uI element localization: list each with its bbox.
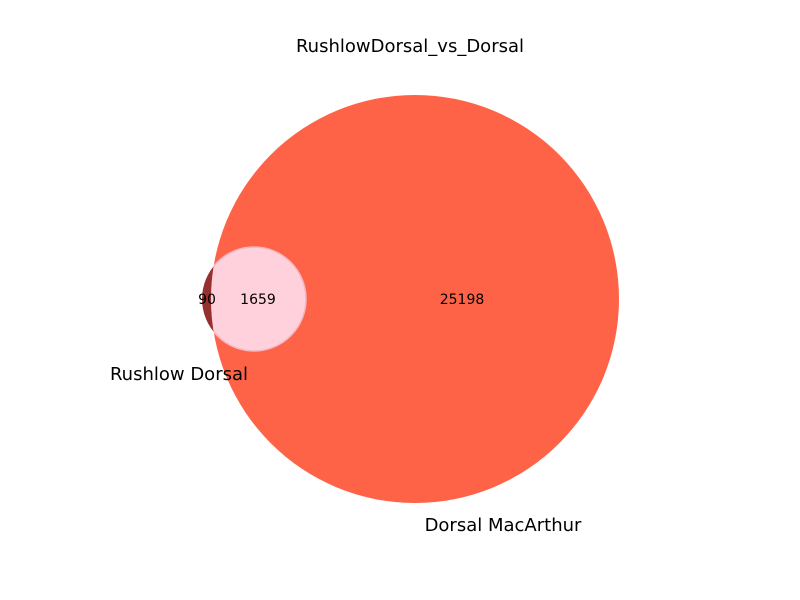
venn-intersection-region <box>211 246 307 352</box>
set-label-rushlow-dorsal: Rushlow Dorsal <box>110 364 248 385</box>
chart-title: RushlowDorsal_vs_Dorsal <box>296 36 524 57</box>
set-label-dorsal-macarthur: Dorsal MacArthur <box>425 515 582 536</box>
count-intersection: 1659 <box>240 292 276 308</box>
count-only-dorsal-macarthur: 25198 <box>440 292 485 308</box>
venn-circle-dorsal-macarthur <box>211 95 619 503</box>
count-only-rushlow-dorsal: 90 <box>198 292 216 308</box>
